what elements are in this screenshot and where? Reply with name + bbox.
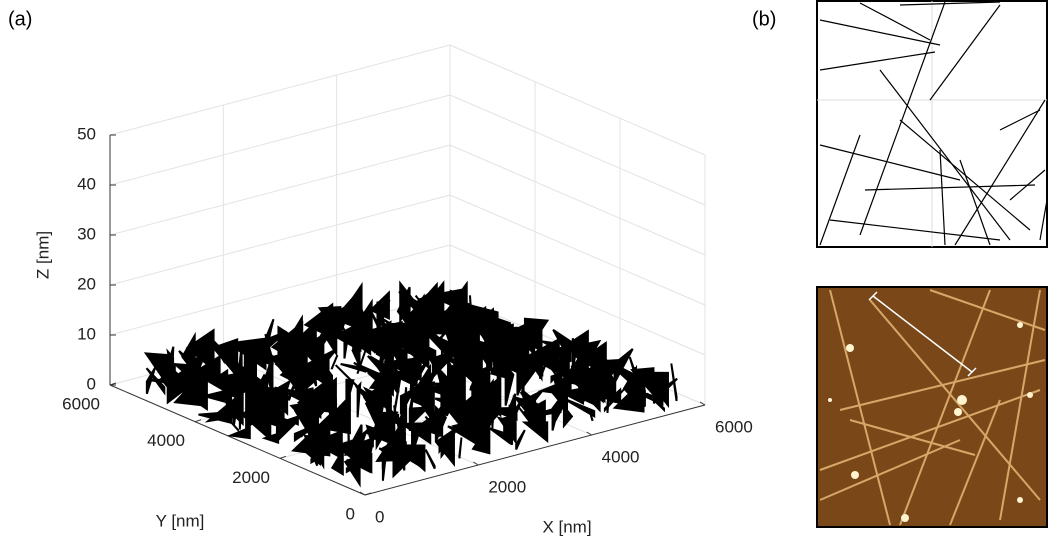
grid-line <box>110 45 450 135</box>
simulated-network <box>817 1 1047 527</box>
grid-line <box>450 195 705 305</box>
grid-line <box>110 95 450 185</box>
surface-texture <box>199 412 232 423</box>
grid-line <box>450 45 705 155</box>
x-tick-label: 6000 <box>715 417 753 436</box>
panel-label: (a) <box>8 8 32 30</box>
grid-line <box>450 95 705 205</box>
x-tick-label: 2000 <box>488 477 526 496</box>
x-tick-label: 4000 <box>602 447 640 466</box>
y-tick-label: 6000 <box>62 394 100 413</box>
z-tick-label: 40 <box>77 174 96 193</box>
panel-label: (b) <box>752 8 776 30</box>
grid-line <box>110 245 450 335</box>
grid-line <box>450 145 705 255</box>
z-tick-label: 50 <box>77 124 96 143</box>
surface-texture <box>348 421 349 456</box>
z-tick-label: 0 <box>87 374 96 393</box>
surface-texture <box>204 389 231 403</box>
z-tick-label: 10 <box>77 324 96 343</box>
z-tick-label: 30 <box>77 224 96 243</box>
surface-texture <box>459 438 461 459</box>
y-tick-label: 4000 <box>147 431 185 450</box>
grid-line <box>110 145 450 235</box>
x-axis-label: X [nm] <box>542 517 591 536</box>
surface-texture <box>426 450 435 469</box>
y-axis-label: Y [nm] <box>156 511 205 530</box>
y-tick-label: 0 <box>346 504 355 523</box>
z-tick-label: 20 <box>77 274 96 293</box>
z-axis-label: Z [nm] <box>33 231 52 279</box>
grid-line <box>110 195 450 285</box>
surface-texture <box>383 455 386 480</box>
y-tick-label: 2000 <box>232 468 270 487</box>
x-tick-label: 0 <box>375 507 384 526</box>
surface-texture <box>516 430 525 449</box>
